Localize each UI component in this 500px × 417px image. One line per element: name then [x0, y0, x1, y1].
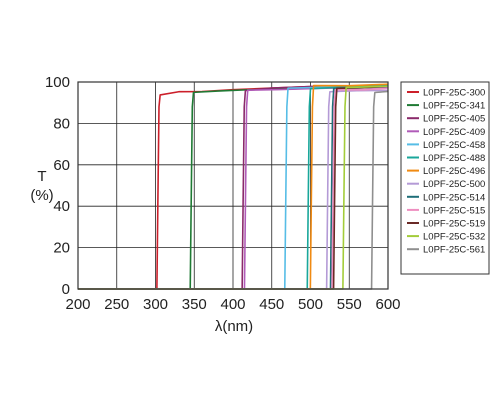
grid: [77, 81, 389, 290]
legend-entry: L0PF-25C-488: [423, 153, 485, 164]
legend-entry: L0PF-25C-405: [423, 114, 485, 125]
legend-entry: L0PF-25C-300: [423, 88, 485, 99]
y-tick-label: 60: [53, 157, 70, 174]
legend-entry: L0PF-25C-409: [423, 127, 485, 138]
y-tick-label: 20: [53, 240, 70, 257]
legend-box: [400, 81, 490, 275]
y-axis-label: T: [37, 168, 46, 185]
y-tick-label: 100: [45, 74, 70, 91]
plot-frame: [77, 81, 389, 290]
legend: L0PF-25C-300 L0PF-25C-341 L0PF-25C-405 L0PF…: [407, 88, 485, 256]
y-tick-label: 40: [53, 198, 70, 215]
legend-entry: L0PF-25C-341: [423, 101, 485, 112]
y-tick-label: 80: [53, 115, 70, 132]
x-tick-label: 450: [259, 296, 284, 313]
x-tick-label: 350: [182, 296, 207, 313]
x-tick-label: 500: [298, 296, 323, 313]
series-line: [78, 84, 389, 290]
y-tick-labels: 0 20 40 60 80 100: [45, 74, 70, 298]
x-tick-label: 250: [104, 296, 129, 313]
legend-entry: L0PF-25C-532: [423, 232, 485, 243]
legend-entry: L0PF-25C-500: [423, 179, 485, 190]
x-tick-label: 200: [65, 296, 90, 313]
x-tick-label: 550: [337, 296, 362, 313]
x-axis-label: λ(nm): [215, 318, 253, 335]
x-tick-label: 400: [220, 296, 245, 313]
legend-entry: L0PF-25C-515: [423, 205, 485, 216]
legend-entry: L0PF-25C-514: [423, 192, 485, 203]
legend-entry: L0PF-25C-561: [423, 245, 485, 256]
legend-entry: L0PF-25C-458: [423, 140, 485, 151]
legend-entry: L0PF-25C-496: [423, 166, 485, 177]
x-tick-label: 300: [143, 296, 168, 313]
y-axis-unit: (%): [30, 187, 53, 204]
x-tick-label: 600: [375, 296, 400, 313]
y-tick-label: 0: [62, 281, 70, 298]
legend-entry: L0PF-25C-519: [423, 219, 485, 230]
x-tick-labels: 200 250 300 350 400 450 500 550 600: [65, 296, 400, 313]
